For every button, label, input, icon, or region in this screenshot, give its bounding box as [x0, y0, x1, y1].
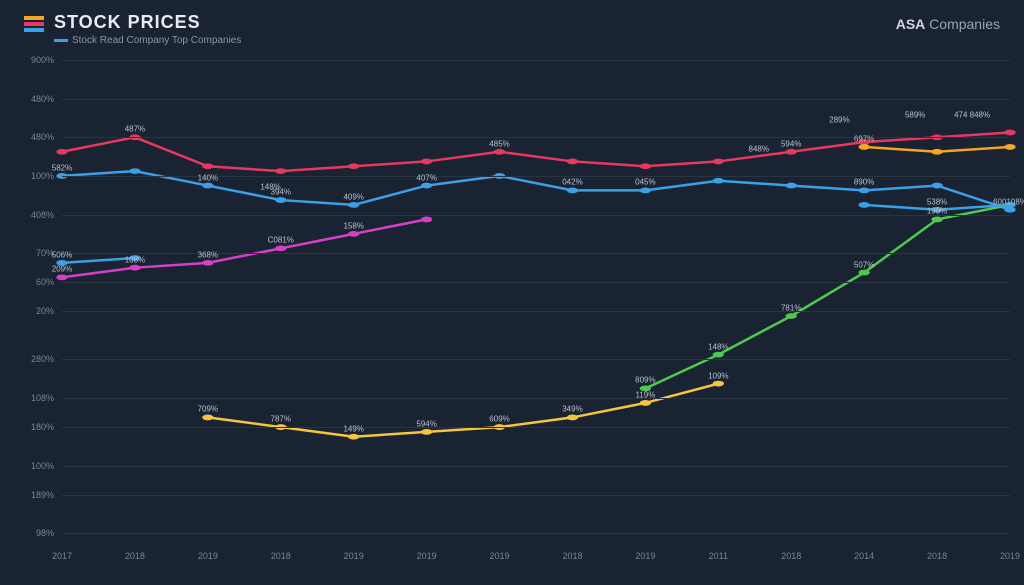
y-tick-label: 189% [31, 490, 54, 500]
y-tick-label: 20% [36, 306, 54, 316]
grid-line [62, 215, 1010, 216]
grid-line [62, 137, 1010, 138]
subtitle-text: Stock Read Company Top Companies [72, 35, 241, 46]
x-tick-label: 2018 [781, 551, 801, 561]
y-tick-label: 70% [36, 248, 54, 258]
chart-area: 900%480%480%100%408%70%60%20%280%108%180… [18, 60, 1014, 567]
plot-area: 487%485%594%582%140%394%409%407%042%045%… [62, 60, 1010, 543]
line-svg [62, 60, 1010, 543]
brand-suffix: Companies [925, 16, 1000, 32]
brand-main: ASA [896, 16, 926, 32]
x-tick-label: 2018 [927, 551, 947, 561]
y-tick-label: 60% [36, 277, 54, 287]
grid-line [62, 398, 1010, 399]
y-tick-label: 100% [31, 171, 54, 181]
x-tick-label: 2018 [562, 551, 582, 561]
y-tick-label: 280% [31, 354, 54, 364]
legend-bar-3 [24, 28, 44, 32]
series-green-line [645, 205, 1010, 389]
x-tick-label: 2019 [490, 551, 510, 561]
y-tick-label: 480% [31, 132, 54, 142]
x-axis: 2017201820192018201920192019201820192011… [62, 547, 1010, 567]
x-tick-label: 2014 [854, 551, 874, 561]
subtitle-bar [54, 39, 68, 42]
series-blue-mid-line [62, 258, 135, 263]
chart-subtitle: Stock Read Company Top Companies [54, 35, 241, 46]
y-tick-label: 900% [31, 55, 54, 65]
grid-line [62, 466, 1010, 467]
y-tick-label: 408% [31, 210, 54, 220]
grid-line [62, 99, 1010, 100]
y-tick-label: 98% [36, 528, 54, 538]
legend-bar-1 [24, 16, 44, 20]
x-tick-label: 2017 [52, 551, 72, 561]
legend-bar-2 [24, 22, 44, 26]
grid-line [62, 359, 1010, 360]
x-tick-label: 2018 [125, 551, 145, 561]
y-tick-label: 180% [31, 422, 54, 432]
y-tick-label: 100% [31, 461, 54, 471]
grid-line [62, 311, 1010, 312]
x-tick-label: 2019 [198, 551, 218, 561]
series-yellow-line [208, 384, 718, 437]
x-tick-label: 2011 [709, 551, 728, 561]
x-tick-label: 2019 [635, 551, 655, 561]
series-magenta-line [62, 219, 427, 277]
chart-header: STOCK PRICES Stock Read Company Top Comp… [24, 12, 241, 46]
chart-title: STOCK PRICES [54, 12, 241, 33]
legend-swatch [24, 16, 44, 32]
y-axis: 900%480%480%100%408%70%60%20%280%108%180… [18, 60, 60, 543]
grid-line [62, 60, 1010, 61]
grid-line [62, 176, 1010, 177]
y-tick-label: 480% [31, 94, 54, 104]
grid-line [62, 427, 1010, 428]
x-tick-label: 2019 [417, 551, 437, 561]
grid-line [62, 533, 1010, 534]
y-tick-label: 108% [31, 393, 54, 403]
grid-line [62, 253, 1010, 254]
grid-line [62, 282, 1010, 283]
brand-label: ASA Companies [896, 16, 1000, 32]
x-tick-label: 2019 [1000, 551, 1020, 561]
grid-line [62, 495, 1010, 496]
x-tick-label: 2018 [271, 551, 291, 561]
x-tick-label: 2019 [344, 551, 364, 561]
